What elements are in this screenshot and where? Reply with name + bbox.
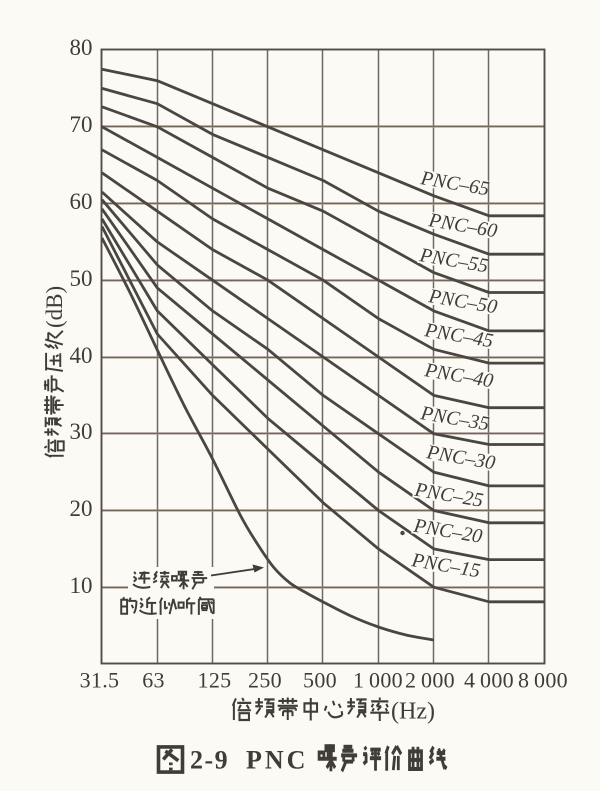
svg-text:20: 20: [70, 496, 93, 521]
svg-text:10: 10: [70, 573, 93, 598]
svg-text:40: 40: [70, 343, 93, 368]
svg-text:70: 70: [70, 112, 93, 137]
svg-text:125: 125: [198, 668, 232, 693]
svg-text:250: 250: [248, 668, 282, 693]
svg-text:PNC: PNC: [246, 746, 308, 775]
svg-text:60: 60: [70, 189, 93, 214]
svg-text:30: 30: [70, 419, 93, 444]
svg-text:4 000: 4 000: [464, 668, 514, 693]
svg-text:80: 80: [70, 35, 93, 60]
svg-text:63: 63: [142, 668, 165, 693]
svg-text:1 000: 1 000: [353, 668, 403, 693]
svg-text:8 000: 8 000: [518, 668, 568, 693]
svg-text:2‐9: 2‐9: [190, 746, 229, 775]
svg-text:50: 50: [70, 266, 93, 291]
svg-text:500: 500: [303, 668, 337, 693]
svg-text:31.5: 31.5: [80, 668, 120, 693]
svg-text:(Hz): (Hz): [391, 699, 435, 725]
svg-text:(dB): (dB): [42, 286, 67, 328]
svg-text:2 000: 2 000: [405, 668, 455, 693]
